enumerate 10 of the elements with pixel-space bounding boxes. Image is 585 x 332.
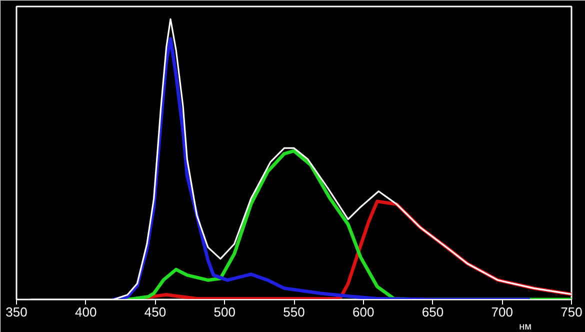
x-tick-label: 400: [75, 304, 97, 320]
x-tick-label: 650: [422, 304, 444, 320]
x-tick-label: 750: [560, 304, 582, 320]
x-tick-label: 700: [491, 304, 513, 320]
x-tick-label: 500: [214, 304, 236, 320]
x-tick-label: 350: [6, 304, 28, 320]
x-tick-label: 550: [283, 304, 305, 320]
x-tick-label: 600: [352, 304, 374, 320]
x-tick-label: 450: [144, 304, 166, 320]
x-axis-title: нм: [519, 322, 532, 332]
